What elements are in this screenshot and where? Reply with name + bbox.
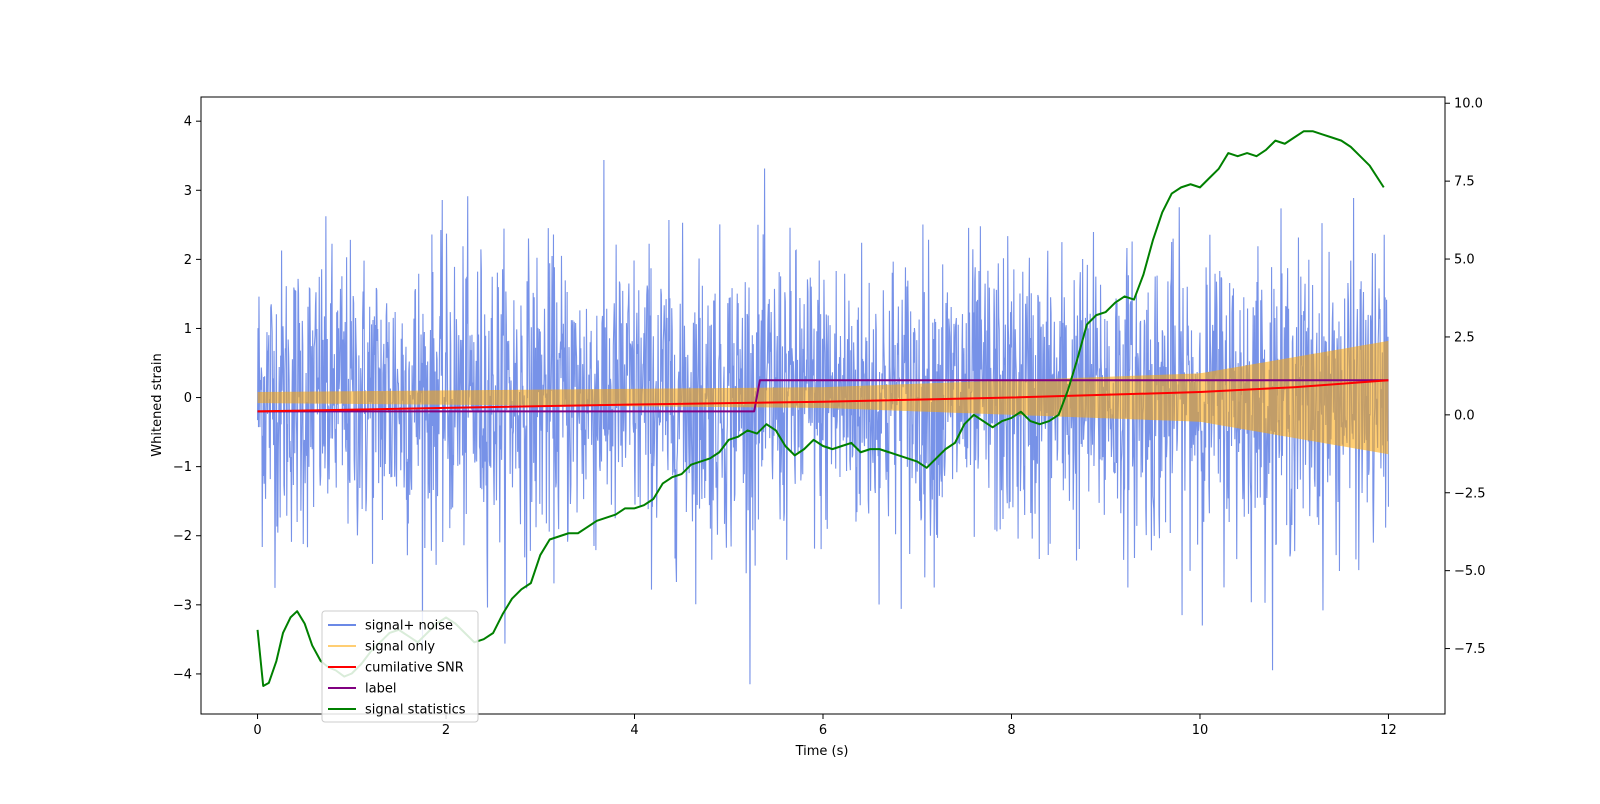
y-tick-label: −3 bbox=[173, 598, 192, 613]
y2-tick-label: 5.0 bbox=[1454, 253, 1475, 268]
legend-label-noise: signal+ noise bbox=[365, 619, 453, 634]
x-axis: 0 2 4 6 8 10 12 bbox=[253, 714, 1397, 738]
x-tick-label: 10 bbox=[1192, 723, 1209, 738]
y-axis-left: −4 −3 −2 −1 0 1 2 3 4 bbox=[173, 115, 201, 682]
y2-tick-label: 0.0 bbox=[1454, 408, 1475, 423]
series-cumulative-snr-line bbox=[257, 379, 1389, 413]
y-tick-label: 4 bbox=[184, 115, 192, 130]
y-tick-label: 1 bbox=[184, 322, 192, 337]
x-axis-label: Time (s) bbox=[795, 744, 849, 759]
y-axis-right: −7.5 −5.0 −2.5 0.0 2.5 5.0 7.5 10.0 bbox=[1445, 97, 1486, 657]
y-axis-label: Whitened strain bbox=[150, 353, 165, 456]
legend-label-stats: signal statistics bbox=[365, 703, 466, 718]
legend: signal+ noise signal only cumilative SNR la… bbox=[321, 610, 479, 723]
y2-tick-label: 2.5 bbox=[1454, 330, 1475, 345]
x-tick-label: 6 bbox=[819, 723, 827, 738]
x-tick-label: 4 bbox=[630, 723, 638, 738]
y-tick-label: −1 bbox=[173, 460, 192, 475]
legend-box bbox=[321, 610, 479, 723]
y2-tick-label: 10.0 bbox=[1454, 97, 1483, 112]
x-tick-label: 2 bbox=[442, 723, 450, 738]
x-tick-label: 8 bbox=[1007, 723, 1015, 738]
y-tick-label: −2 bbox=[173, 529, 192, 544]
y-tick-label: 2 bbox=[184, 253, 192, 268]
x-tick-label: 12 bbox=[1380, 723, 1397, 738]
x-tick-label: 0 bbox=[253, 723, 261, 738]
y2-tick-label: −7.5 bbox=[1454, 642, 1486, 657]
y2-tick-label: −5.0 bbox=[1454, 564, 1486, 579]
y2-tick-label: 7.5 bbox=[1454, 175, 1475, 190]
legend-label-label: label bbox=[365, 682, 396, 697]
y-tick-label: 3 bbox=[184, 184, 192, 199]
legend-label-signal: signal only bbox=[365, 640, 435, 655]
legend-label-snr: cumilative SNR bbox=[365, 661, 464, 676]
y2-tick-label: −2.5 bbox=[1454, 486, 1486, 501]
series-label-line bbox=[257, 379, 1389, 413]
y-tick-label: 0 bbox=[184, 391, 192, 406]
y-tick-label: −4 bbox=[173, 667, 192, 682]
series-signal-only-band bbox=[257, 340, 1389, 455]
